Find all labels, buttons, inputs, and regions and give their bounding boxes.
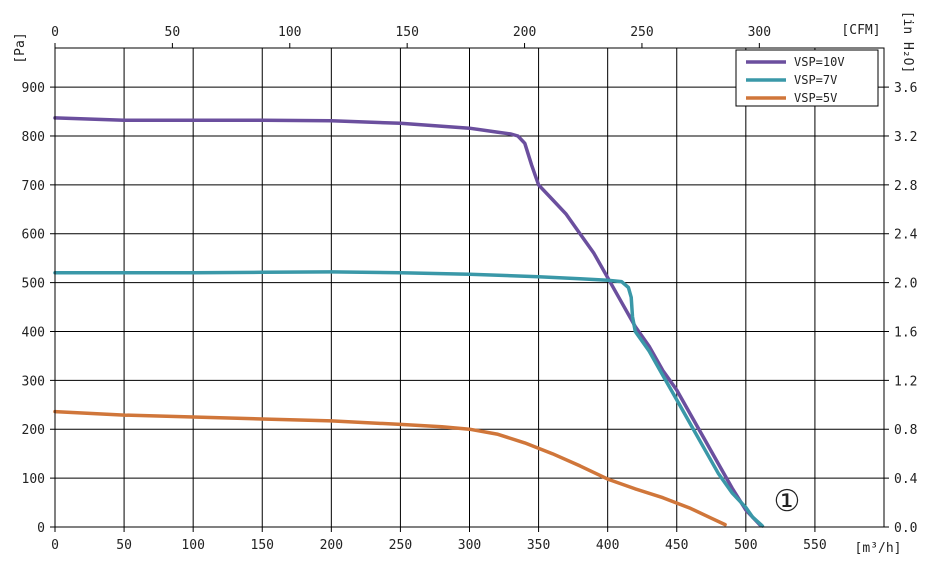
top-tick-label: 150 bbox=[395, 25, 418, 40]
top-tick-label: 250 bbox=[630, 25, 653, 40]
left-tick-label: 300 bbox=[22, 374, 45, 389]
right-tick-label: 3.6 bbox=[894, 81, 917, 96]
left-axis-label: [Pa] bbox=[13, 32, 28, 63]
bottom-tick-label: 50 bbox=[116, 538, 132, 553]
right-tick-label: 3.2 bbox=[894, 130, 917, 145]
legend-label-vsp-10v: VSP=10V bbox=[794, 55, 845, 69]
left-tick-label: 700 bbox=[22, 179, 45, 194]
bottom-tick-label: 300 bbox=[458, 538, 481, 553]
top-axis-label: [CFM] bbox=[841, 23, 880, 38]
left-tick-label: 500 bbox=[22, 277, 45, 292]
series-line-vsp-7v bbox=[53, 270, 765, 528]
left-tick-label: 200 bbox=[22, 423, 45, 438]
series-line-vsp-10v bbox=[53, 116, 762, 527]
left-tick-label: 100 bbox=[22, 472, 45, 487]
bottom-tick-label: 100 bbox=[181, 538, 204, 553]
operating-point-marker: ① bbox=[774, 484, 801, 519]
bottom-tick-label: 550 bbox=[803, 538, 826, 553]
right-tick-label: 1.2 bbox=[894, 374, 917, 389]
top-tick-label: 0 bbox=[51, 25, 59, 40]
left-tick-label: 800 bbox=[22, 130, 45, 145]
series-line-vsp-5v bbox=[53, 409, 727, 527]
legend-label-vsp-7v: VSP=7V bbox=[794, 73, 837, 87]
series-lines bbox=[53, 116, 765, 528]
right-tick-label: 2.4 bbox=[894, 228, 918, 243]
bottom-axis-label: [m³/h] bbox=[855, 541, 902, 556]
left-tick-label: 0 bbox=[37, 521, 45, 536]
bottom-tick-label: 250 bbox=[389, 538, 412, 553]
axes: 0 50 100 150 200 250 300 350 400 450 500 5500100200… bbox=[22, 25, 918, 553]
right-tick-label: 1.6 bbox=[894, 325, 917, 340]
bottom-tick-label: 0 bbox=[51, 538, 59, 553]
top-tick-label: 100 bbox=[278, 25, 301, 40]
right-tick-label: 2.0 bbox=[894, 277, 917, 292]
bottom-tick-label: 350 bbox=[527, 538, 550, 553]
bottom-tick-label: 200 bbox=[320, 538, 343, 553]
top-tick-label: 50 bbox=[165, 25, 181, 40]
legend-label-vsp-5v: VSP=5V bbox=[794, 91, 837, 105]
left-tick-label: 600 bbox=[22, 228, 45, 243]
top-tick-label: 300 bbox=[748, 25, 771, 40]
bottom-tick-label: 400 bbox=[596, 538, 619, 553]
right-tick-label: 0.0 bbox=[894, 521, 917, 536]
left-tick-label: 900 bbox=[22, 81, 45, 96]
right-axis-label: [in H₂O] bbox=[900, 11, 915, 74]
right-tick-label: 2.8 bbox=[894, 179, 917, 194]
bottom-tick-label: 450 bbox=[665, 538, 688, 553]
bottom-tick-label: 500 bbox=[734, 538, 757, 553]
right-tick-label: 0.4 bbox=[894, 472, 918, 487]
right-tick-label: 0.8 bbox=[894, 423, 917, 438]
legend: VSP=10V VSP=7V VSP=5V bbox=[735, 49, 879, 107]
bottom-tick-label: 150 bbox=[251, 538, 274, 553]
top-tick-label: 200 bbox=[513, 25, 536, 40]
left-tick-label: 400 bbox=[22, 325, 45, 340]
